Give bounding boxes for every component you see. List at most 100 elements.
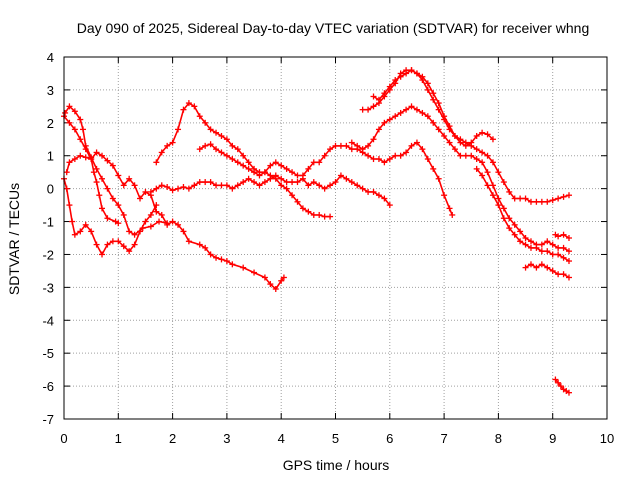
- series-line: [63, 178, 158, 256]
- data-point: [522, 264, 529, 271]
- data-point: [99, 205, 106, 212]
- data-point: [115, 202, 122, 209]
- data-point: [223, 152, 230, 159]
- data-point: [348, 179, 355, 186]
- data-point: [489, 192, 496, 199]
- data-point: [375, 192, 382, 199]
- data-point: [256, 182, 263, 189]
- data-point: [544, 264, 551, 271]
- data-point: [430, 165, 437, 172]
- data-point: [109, 195, 116, 202]
- data-point: [435, 100, 442, 107]
- data-point: [511, 195, 518, 202]
- data-point: [280, 274, 287, 281]
- data-point: [435, 126, 442, 133]
- data-point: [299, 175, 306, 182]
- y-tick-label: -3: [42, 280, 54, 295]
- data-point: [479, 159, 486, 166]
- data-point: [365, 142, 372, 149]
- series-track-12: [522, 261, 572, 281]
- data-point: [403, 149, 410, 156]
- data-point: [408, 103, 415, 110]
- data-point: [180, 183, 187, 190]
- data-point: [479, 149, 486, 156]
- data-point: [245, 159, 252, 166]
- data-point: [506, 188, 513, 195]
- data-point: [115, 220, 122, 227]
- data-point: [63, 169, 70, 176]
- data-point: [555, 244, 562, 251]
- series-track-5: [153, 100, 334, 220]
- plot-frame: [63, 56, 608, 420]
- data-point: [419, 146, 426, 153]
- data-point: [104, 241, 111, 248]
- data-point: [153, 202, 160, 209]
- series-track-6: [196, 139, 456, 218]
- data-point: [517, 228, 524, 235]
- data-point: [82, 221, 89, 228]
- data-point: [137, 228, 144, 235]
- series-track-14: [552, 376, 572, 396]
- data-point: [202, 244, 209, 251]
- data-point: [555, 271, 562, 278]
- y-tick-label: -7: [42, 412, 54, 427]
- data-point: [565, 389, 572, 396]
- data-point: [473, 156, 480, 163]
- data-point: [500, 215, 507, 222]
- data-point: [77, 152, 84, 159]
- data-point: [196, 146, 203, 153]
- data-point: [511, 221, 518, 228]
- data-point: [343, 142, 350, 149]
- data-point: [196, 241, 203, 248]
- data-point: [348, 146, 355, 153]
- data-point: [565, 258, 572, 265]
- data-point: [207, 251, 214, 258]
- x-tick-label: 7: [440, 431, 447, 446]
- data-point: [71, 231, 78, 238]
- data-point: [289, 192, 296, 199]
- data-point: [71, 156, 78, 163]
- data-point: [522, 241, 529, 248]
- y-tick-label: 4: [47, 50, 54, 65]
- data-point: [69, 218, 76, 225]
- data-point: [522, 235, 529, 241]
- data-point: [104, 215, 111, 222]
- data-point: [386, 83, 393, 90]
- data-point: [365, 152, 372, 159]
- data-point: [66, 103, 73, 110]
- data-point: [370, 136, 377, 143]
- data-point: [126, 175, 133, 182]
- data-point: [489, 159, 496, 166]
- series-track-13: [552, 231, 572, 241]
- data-point: [560, 254, 567, 261]
- data-point: [484, 182, 491, 189]
- data-point: [424, 156, 431, 163]
- data-point: [392, 113, 399, 120]
- data-point: [533, 244, 540, 251]
- data-point: [321, 213, 328, 220]
- data-point: [386, 116, 393, 123]
- data-point: [479, 129, 486, 136]
- data-point: [77, 116, 84, 123]
- data-point: [185, 238, 192, 245]
- data-point: [527, 244, 534, 251]
- data-point: [386, 202, 393, 209]
- data-point: [175, 126, 182, 133]
- data-point: [278, 175, 285, 182]
- data-point: [294, 179, 301, 186]
- data-point: [267, 175, 274, 182]
- data-point: [261, 274, 268, 281]
- data-point: [196, 179, 203, 186]
- data-point: [430, 90, 437, 97]
- data-point: [555, 379, 562, 386]
- data-point: [538, 248, 545, 255]
- data-point: [164, 221, 171, 228]
- data-point: [370, 188, 377, 195]
- data-point: [147, 188, 154, 195]
- data-point: [479, 172, 486, 179]
- chart-title: Day 090 of 2025, Sidereal Day-to-day VTE…: [77, 20, 590, 36]
- data-point: [381, 195, 388, 202]
- data-point: [354, 142, 361, 149]
- data-point: [99, 251, 106, 258]
- y-tick-label: -1: [42, 215, 54, 230]
